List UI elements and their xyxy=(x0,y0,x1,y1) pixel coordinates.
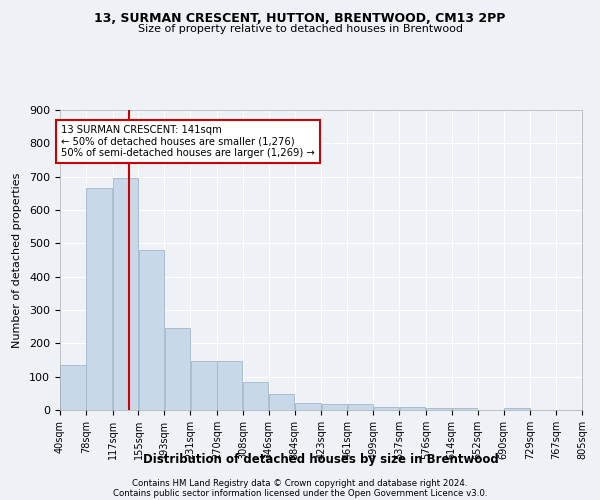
Bar xyxy=(322,404,347,410)
Text: 13, SURMAN CRESCENT, HUTTON, BRENTWOOD, CM13 2PP: 13, SURMAN CRESCENT, HUTTON, BRENTWOOD, … xyxy=(94,12,506,26)
Bar xyxy=(217,360,242,410)
Bar xyxy=(113,178,138,410)
Text: Size of property relative to detached houses in Brentwood: Size of property relative to detached ho… xyxy=(137,24,463,34)
Bar xyxy=(165,328,190,410)
Text: Contains public sector information licensed under the Open Government Licence v3: Contains public sector information licen… xyxy=(113,489,487,498)
Text: 13 SURMAN CRESCENT: 141sqm
← 50% of detached houses are smaller (1,276)
50% of s: 13 SURMAN CRESCENT: 141sqm ← 50% of deta… xyxy=(61,125,315,158)
Bar xyxy=(61,365,86,410)
Y-axis label: Number of detached properties: Number of detached properties xyxy=(12,172,22,348)
Bar xyxy=(86,188,112,410)
Bar xyxy=(347,404,373,410)
Bar xyxy=(452,408,477,410)
Text: Contains HM Land Registry data © Crown copyright and database right 2024.: Contains HM Land Registry data © Crown c… xyxy=(132,479,468,488)
Text: Distribution of detached houses by size in Brentwood: Distribution of detached houses by size … xyxy=(143,452,499,466)
Bar xyxy=(295,402,321,410)
Bar xyxy=(400,408,425,410)
Bar xyxy=(243,382,268,410)
Bar xyxy=(139,250,164,410)
Bar xyxy=(504,408,530,410)
Bar xyxy=(426,408,451,410)
Bar xyxy=(374,406,399,410)
Bar xyxy=(269,394,295,410)
Bar xyxy=(191,360,217,410)
